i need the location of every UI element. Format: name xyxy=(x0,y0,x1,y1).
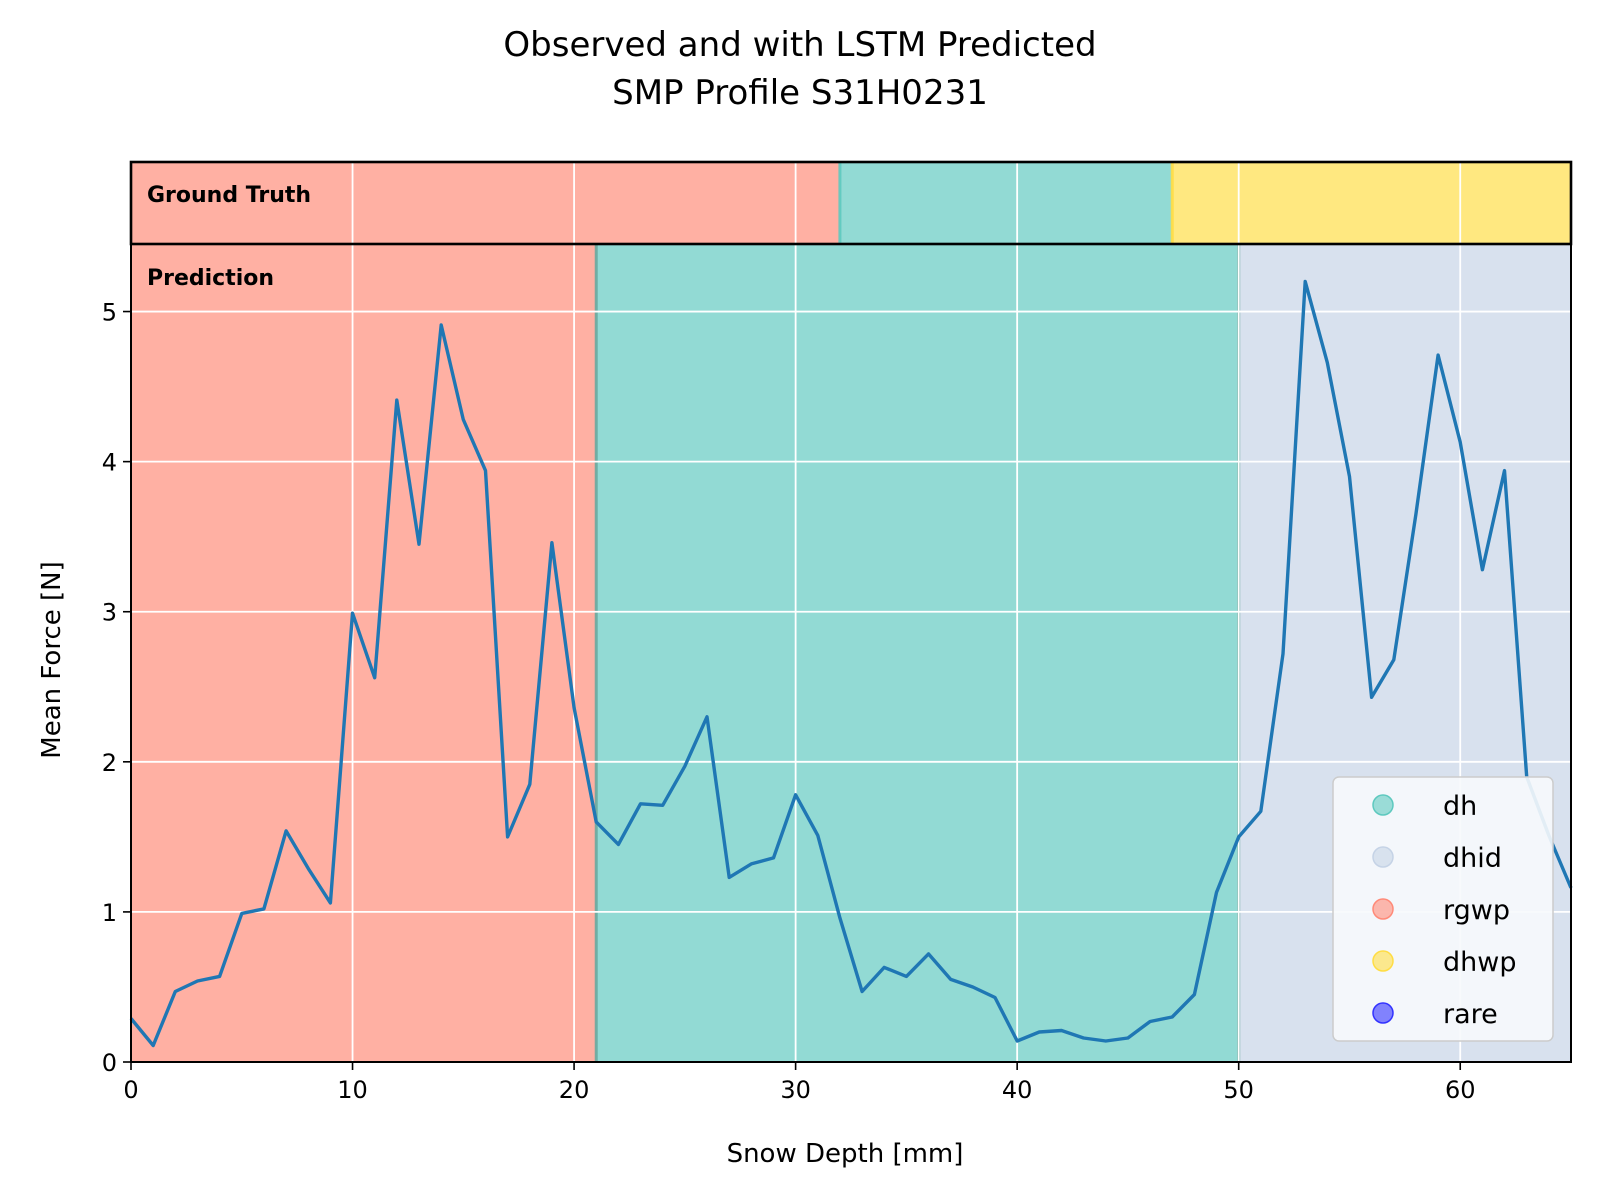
ground-truth-label: Ground Truth xyxy=(147,183,311,208)
y-tick-label: 3 xyxy=(102,599,117,627)
series-line-0 xyxy=(129,279,1573,1048)
ground-truth-segment-rgwp xyxy=(131,162,840,244)
y-tick-label: 4 xyxy=(102,449,117,477)
legend: dh dhid rgwp dhwp rare xyxy=(1332,776,1554,1042)
main-axes-frame xyxy=(130,243,1572,1063)
x-axis-label: Snow Depth [mm] xyxy=(727,1139,964,1169)
legend-marker-dh xyxy=(1372,794,1394,816)
chart-subtitle: SMP Profile S31H0231 xyxy=(612,73,988,113)
prediction-label: Prediction xyxy=(147,266,274,291)
series-lines xyxy=(129,279,1573,1048)
legend-marker-dhid xyxy=(1372,846,1394,868)
y-tick-label: 5 xyxy=(102,299,117,327)
class-bands xyxy=(131,162,1571,1062)
legend-marker-dhwp xyxy=(1372,950,1394,972)
ground-truth-segment-dh xyxy=(839,162,1173,244)
x-tick-label: 30 xyxy=(780,1076,811,1104)
x-tick-label: 50 xyxy=(1223,1076,1254,1104)
x-tick-label: 20 xyxy=(559,1076,590,1104)
x-tick-label: 40 xyxy=(1002,1076,1033,1104)
y-tick-label: 2 xyxy=(102,749,117,777)
y-tick-label: 0 xyxy=(102,1049,117,1077)
x-tick-label: 60 xyxy=(1445,1076,1476,1104)
legend-label-dhid: dhid xyxy=(1443,843,1502,874)
legend-label-dh: dh xyxy=(1443,791,1477,822)
legend-marker-rare xyxy=(1372,1002,1394,1024)
prediction-segment-rgwp xyxy=(131,244,597,1062)
legend-label-rgwp: rgwp xyxy=(1443,895,1510,926)
prediction-segment-dh xyxy=(596,244,1239,1062)
legend-marker-rgwp xyxy=(1372,898,1394,920)
legend-label-rare: rare xyxy=(1443,999,1498,1030)
x-tick-label: 0 xyxy=(123,1076,138,1104)
chart-title: Observed and with LSTM Predicted xyxy=(503,25,1096,65)
legend-box xyxy=(1332,776,1554,1042)
axes-frames xyxy=(129,160,1573,1063)
x-tick-label: 10 xyxy=(337,1076,368,1104)
axis-ticks: 0 10 20 30 40 50 60 0 1 2 3 4 5 xyxy=(102,299,1476,1104)
ground-truth-segment-dhwp xyxy=(1172,162,1571,244)
y-axis-label: Mean Force [N] xyxy=(37,561,67,758)
legend-label-dhwp: dhwp xyxy=(1443,947,1516,978)
y-tick-label: 1 xyxy=(102,899,117,927)
